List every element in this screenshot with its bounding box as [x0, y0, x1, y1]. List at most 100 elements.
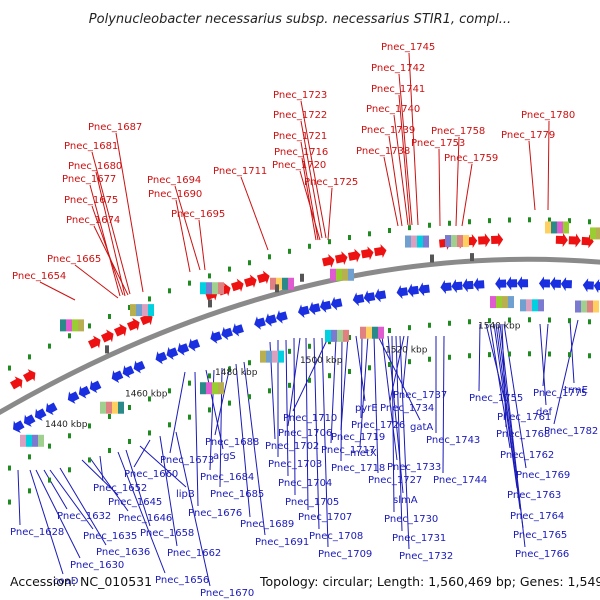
bottom-gene-label[interactable]: Pnec_1704 — [278, 478, 332, 489]
top-gene-label[interactable]: Pnec_1711 — [213, 166, 267, 177]
forward-gene[interactable] — [87, 333, 104, 351]
gene-arrow[interactable] — [263, 312, 277, 329]
feature-block[interactable] — [508, 296, 514, 309]
feature-block[interactable] — [430, 254, 434, 263]
gene-arrow[interactable] — [307, 300, 321, 316]
feature-block[interactable] — [411, 235, 417, 248]
gene-arrow[interactable] — [560, 277, 573, 292]
reverse-gene[interactable] — [131, 358, 147, 375]
gene-arrow[interactable] — [274, 309, 288, 325]
feature-block[interactable] — [581, 300, 587, 313]
top-gene-label[interactable]: Pnec_1681 — [64, 141, 118, 152]
feature-block[interactable] — [282, 277, 288, 290]
bottom-gene-label[interactable]: Pnec_1763 — [507, 490, 561, 501]
reverse-gene[interactable] — [329, 295, 343, 311]
bottom-gene-label[interactable]: Pnec_1662 — [167, 548, 221, 559]
gene-arrow[interactable] — [506, 276, 518, 291]
reverse-gene[interactable] — [263, 312, 277, 329]
top-gene-label[interactable]: Pnec_1722 — [273, 110, 327, 121]
forward-gene[interactable] — [100, 327, 117, 345]
gene-arrow[interactable] — [491, 232, 504, 247]
reverse-gene[interactable] — [407, 283, 420, 298]
bottom-gene-label[interactable]: slmA — [393, 495, 418, 506]
forward-gene[interactable] — [9, 374, 26, 392]
forward-gene[interactable] — [347, 248, 361, 264]
bottom-gene-label[interactable]: Pnec_1705 — [285, 497, 339, 508]
reverse-gene[interactable] — [32, 406, 48, 424]
bottom-gene-label[interactable]: Pnec_1706 — [278, 428, 332, 439]
feature-block[interactable] — [526, 299, 532, 312]
reverse-gene[interactable] — [164, 345, 179, 362]
gene-arrow[interactable] — [32, 406, 48, 424]
bottom-gene-label[interactable]: Pnec_1652 — [93, 483, 147, 494]
gene-arrow[interactable] — [87, 378, 103, 395]
gene-arrow[interactable] — [164, 345, 179, 362]
bottom-gene-label[interactable]: Pnec_1689 — [240, 519, 294, 530]
top-gene-label[interactable]: Pnec_1654 — [12, 271, 66, 282]
feature-block[interactable] — [105, 345, 109, 354]
bottom-gene-label[interactable]: Pnec_1670 — [200, 588, 254, 599]
gene-arrow[interactable] — [65, 389, 81, 406]
bottom-gene-label[interactable]: Pnec_1769 — [516, 470, 570, 481]
bottom-gene-label[interactable]: Pnec_1718 — [331, 463, 385, 474]
bottom-gene-label[interactable]: Pnec_1710 — [283, 413, 337, 424]
feature-block[interactable] — [557, 221, 563, 234]
feature-block[interactable] — [545, 221, 551, 234]
bottom-gene-label[interactable]: Pnec_1676 — [188, 508, 242, 519]
reverse-gene[interactable] — [87, 378, 103, 395]
feature-block[interactable] — [451, 235, 457, 248]
reverse-gene[interactable] — [506, 276, 518, 291]
bottom-gene-label[interactable]: lipB — [176, 489, 195, 500]
top-gene-label[interactable]: Pnec_1753 — [411, 138, 465, 149]
gene-arrow[interactable] — [555, 232, 568, 247]
forward-gene[interactable] — [491, 232, 504, 247]
feature-block[interactable] — [337, 329, 343, 342]
bottom-gene-label[interactable]: Pnec_1768 — [496, 429, 550, 440]
gene-arrow[interactable] — [43, 400, 59, 418]
gene-arrow[interactable] — [186, 336, 201, 353]
feature-block[interactable] — [218, 382, 224, 395]
feature-block[interactable] — [423, 235, 429, 248]
feature-block[interactable] — [378, 326, 384, 339]
bottom-gene-label[interactable]: Pnec_1744 — [433, 475, 487, 486]
feature-block[interactable] — [348, 268, 354, 281]
gene-arrow[interactable] — [517, 276, 529, 291]
forward-gene[interactable] — [373, 243, 387, 259]
bottom-gene-label[interactable]: gatA — [410, 422, 433, 433]
gene-arrow[interactable] — [219, 325, 234, 342]
feature-block[interactable] — [200, 382, 206, 395]
bottom-gene-label[interactable]: Pnec_1764 — [510, 511, 564, 522]
gene-arrow[interactable] — [109, 368, 125, 385]
feature-block[interactable] — [278, 350, 284, 363]
feature-block[interactable] — [300, 273, 304, 282]
gene-arrow[interactable] — [418, 282, 431, 297]
feature-block[interactable] — [206, 382, 212, 395]
feature-block[interactable] — [72, 319, 78, 332]
bottom-gene-label[interactable]: Pnec_1673 — [160, 455, 214, 466]
feature-block[interactable] — [551, 221, 557, 234]
feature-block[interactable] — [288, 277, 294, 290]
gene-arrow[interactable] — [120, 363, 136, 380]
feature-block[interactable] — [212, 282, 218, 295]
forward-gene[interactable] — [555, 232, 568, 247]
bottom-gene-label[interactable]: Pnec_1658 — [140, 528, 194, 539]
top-gene-label[interactable]: Pnec_1759 — [444, 153, 498, 164]
gene-arrow[interactable] — [495, 276, 507, 291]
bottom-gene-label[interactable]: Pnec_1762 — [500, 450, 554, 461]
reverse-gene[interactable] — [21, 412, 37, 430]
feature-block[interactable] — [366, 326, 372, 339]
bottom-gene-label[interactable]: Pnec_1709 — [318, 549, 372, 560]
reverse-gene[interactable] — [538, 276, 550, 291]
reverse-gene[interactable] — [582, 278, 594, 293]
feature-block[interactable] — [405, 235, 411, 248]
feature-block[interactable] — [590, 227, 596, 240]
gene-arrow[interactable] — [396, 284, 409, 299]
feature-block[interactable] — [593, 300, 599, 313]
feature-block[interactable] — [496, 296, 502, 309]
bottom-gene-label[interactable]: Pnec_1691 — [255, 537, 309, 548]
bottom-gene-label[interactable]: Pnec_1708 — [309, 531, 363, 542]
reverse-gene[interactable] — [373, 287, 387, 303]
gene-arrow[interactable] — [318, 298, 332, 314]
feature-block[interactable] — [587, 300, 593, 313]
